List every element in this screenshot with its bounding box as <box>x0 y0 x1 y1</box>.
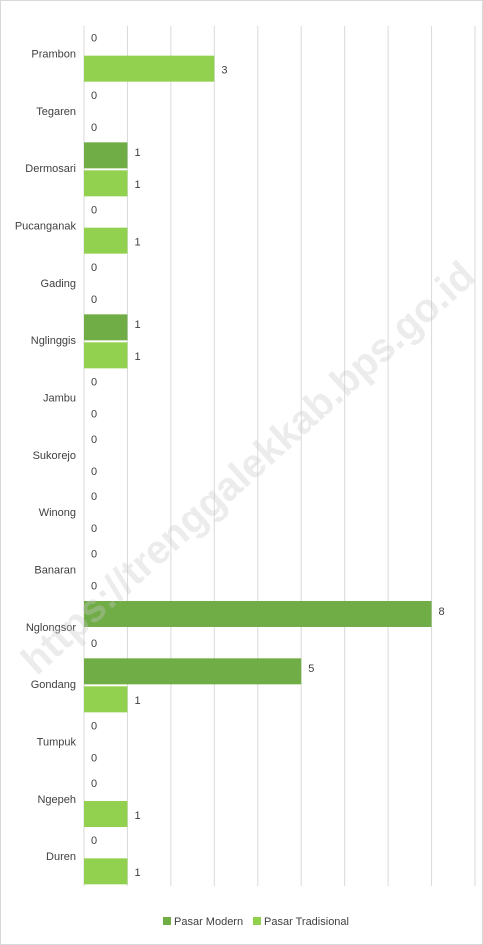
data-label: 0 <box>91 122 97 134</box>
data-label: 0 <box>91 377 97 389</box>
data-label: 0 <box>91 294 97 306</box>
bar <box>84 342 128 369</box>
category-label: Nglinggis <box>31 335 77 347</box>
data-label: 1 <box>134 237 140 249</box>
data-label: 1 <box>134 147 140 159</box>
category-label: Dermosari <box>25 163 76 175</box>
bar <box>84 658 302 685</box>
legend-label: Pasar Modern <box>174 916 243 928</box>
data-label: 1 <box>134 695 140 707</box>
data-label: 0 <box>91 262 97 274</box>
data-label: 0 <box>91 90 97 102</box>
category-label: Prambon <box>31 49 76 61</box>
category-label: Nglongsor <box>26 622 76 634</box>
legend-label: Pasar Tradisional <box>264 916 349 928</box>
category-label: Jambu <box>43 393 76 405</box>
bar <box>84 55 215 82</box>
data-label: 0 <box>91 33 97 45</box>
category-label: Duren <box>46 851 76 863</box>
bar <box>84 170 128 197</box>
category-label: Tegaren <box>36 106 76 118</box>
data-label: 0 <box>91 409 97 421</box>
data-label: 3 <box>221 65 227 77</box>
bar <box>84 142 128 169</box>
data-label: 0 <box>91 753 97 765</box>
data-label: 5 <box>308 663 314 675</box>
bar <box>84 801 128 827</box>
data-label: 0 <box>91 778 97 790</box>
legend-swatch <box>253 917 261 925</box>
category-label: Sukorejo <box>33 450 76 462</box>
data-label: 1 <box>134 867 140 879</box>
bar <box>84 686 128 713</box>
bar <box>84 601 432 627</box>
bar <box>84 227 128 254</box>
data-label: 0 <box>91 434 97 446</box>
category-label: Tumpuk <box>37 737 77 749</box>
legend-swatch <box>163 917 171 925</box>
data-label: 0 <box>91 638 97 650</box>
data-label: 0 <box>91 205 97 217</box>
data-label: 8 <box>439 606 445 618</box>
category-label: Ngepeh <box>37 794 76 806</box>
data-label: 1 <box>134 810 140 822</box>
data-label: 0 <box>91 523 97 535</box>
bar <box>84 858 128 885</box>
category-label: Winong <box>39 507 76 519</box>
category-label: Gading <box>41 278 76 290</box>
category-label: Banaran <box>34 565 76 577</box>
category-label: Gondang <box>31 679 76 691</box>
data-label: 0 <box>91 835 97 847</box>
data-label: 0 <box>91 549 97 561</box>
bar <box>84 314 128 341</box>
category-label: Pucanganak <box>15 221 77 233</box>
data-label: 1 <box>134 319 140 331</box>
data-label: 0 <box>91 466 97 478</box>
data-label: 1 <box>134 351 140 363</box>
data-label: 0 <box>91 721 97 733</box>
data-label: 0 <box>91 491 97 503</box>
data-label: 0 <box>91 581 97 593</box>
data-label: 1 <box>134 179 140 191</box>
